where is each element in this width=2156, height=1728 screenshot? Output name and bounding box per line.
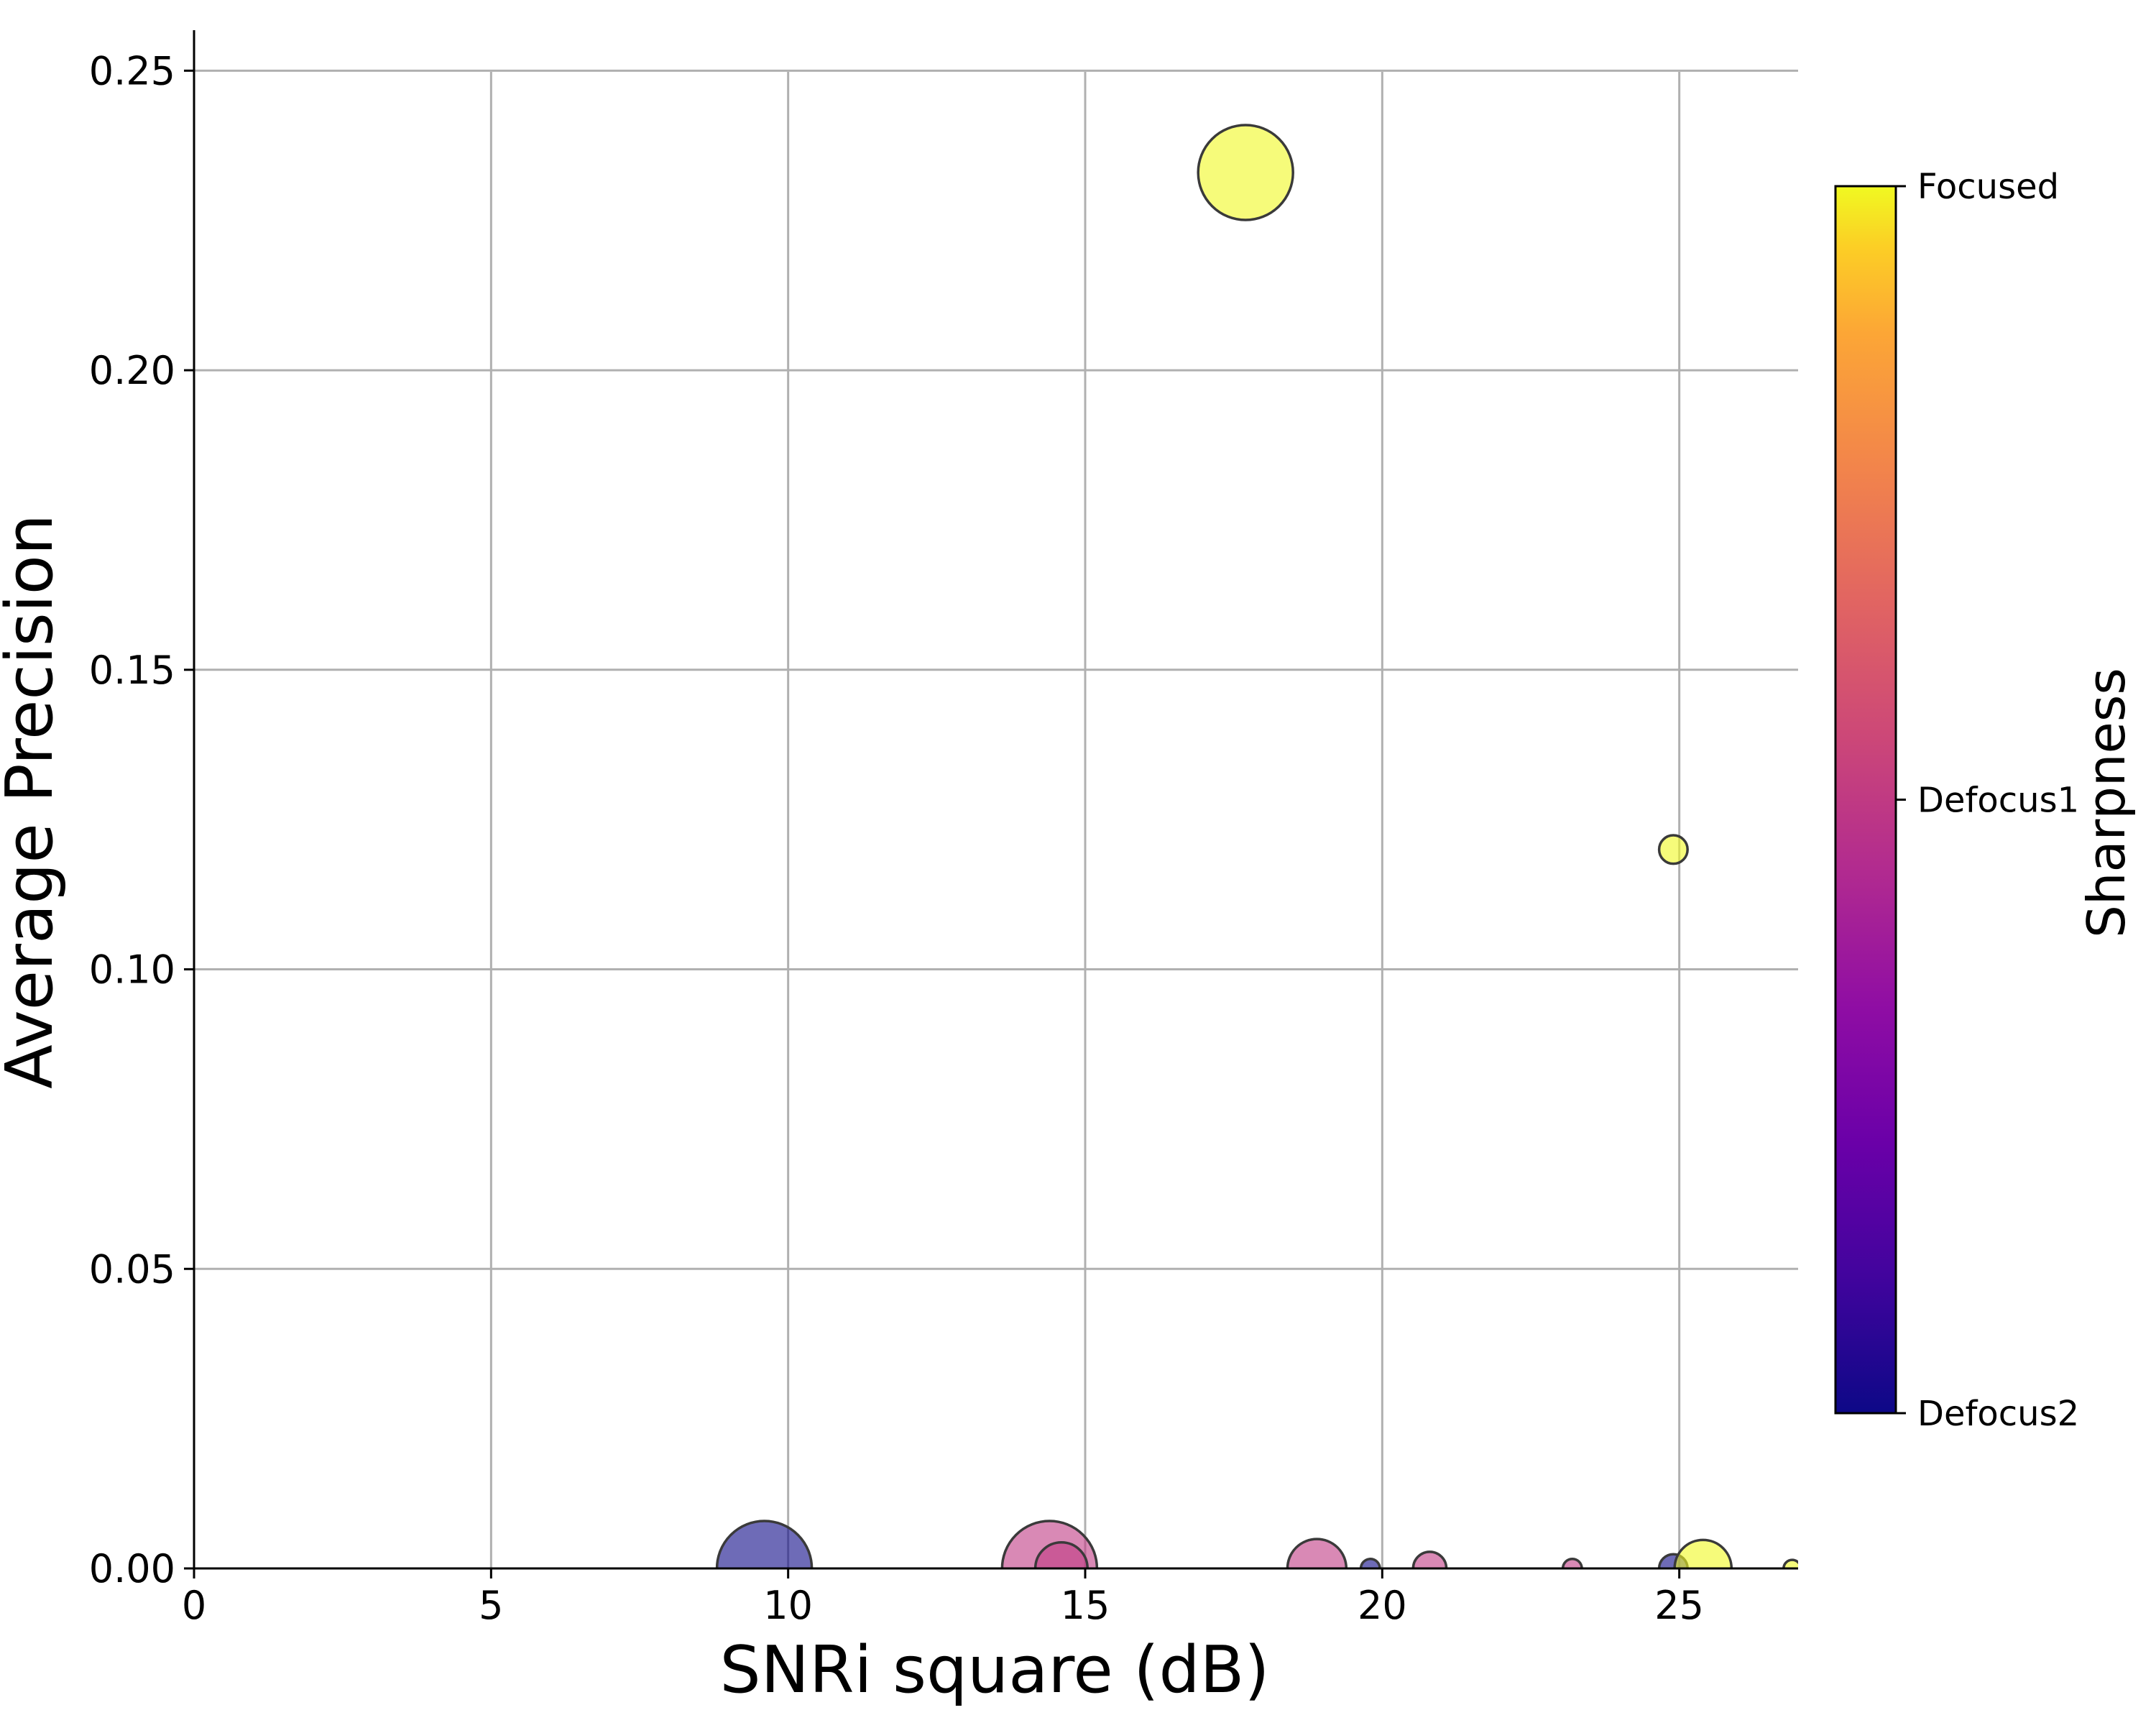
colorbar: Focused Defocus1 Defocus2 Sharpness	[1834, 167, 2137, 1434]
x-tick-label: 0	[182, 1583, 206, 1628]
x-tick-label: 25	[1654, 1583, 1704, 1628]
colorbar-gradient	[1834, 185, 1897, 1415]
data-point	[1286, 1538, 1348, 1568]
data-points	[715, 124, 1798, 1568]
x-tick-label: 10	[763, 1583, 813, 1628]
y-tick-label: 0.15	[89, 648, 175, 693]
x-tick-label: 5	[479, 1583, 503, 1628]
y-tick-label: 0.25	[89, 48, 175, 93]
colorbar-tick-label: Defocus2	[1917, 1394, 2079, 1434]
data-point	[1561, 1558, 1583, 1568]
colorbar-tick-label: Focused	[1917, 167, 2059, 207]
data-point	[1359, 1558, 1381, 1568]
y-axis-title: Average Precision	[0, 514, 68, 1089]
colorbar-tick-label: Defocus1	[1917, 781, 2079, 821]
data-point	[715, 1520, 814, 1568]
data-point	[1657, 834, 1689, 865]
x-tick-label: 15	[1061, 1583, 1110, 1628]
colorbar-ticks: Focused Defocus1 Defocus2	[1896, 167, 2079, 1434]
y-tick-label: 0.20	[89, 348, 175, 393]
grid	[193, 69, 1798, 1570]
data-point	[1782, 1558, 1798, 1568]
y-tick-label: 0.10	[89, 947, 175, 993]
x-tick-label: 20	[1358, 1583, 1407, 1628]
axes	[184, 30, 1798, 1578]
tick-labels: 0 5 10 15 20 25 0.00 0.05 0.10 0.15 0.20 0.25	[89, 48, 1704, 1628]
data-point	[1197, 124, 1294, 221]
x-axis-title: SNRi square (dB)	[720, 1632, 1270, 1708]
y-tick-label: 0.00	[89, 1546, 175, 1591]
colorbar-title: Sharpness	[2076, 668, 2137, 938]
y-tick-label: 0.05	[89, 1246, 175, 1292]
